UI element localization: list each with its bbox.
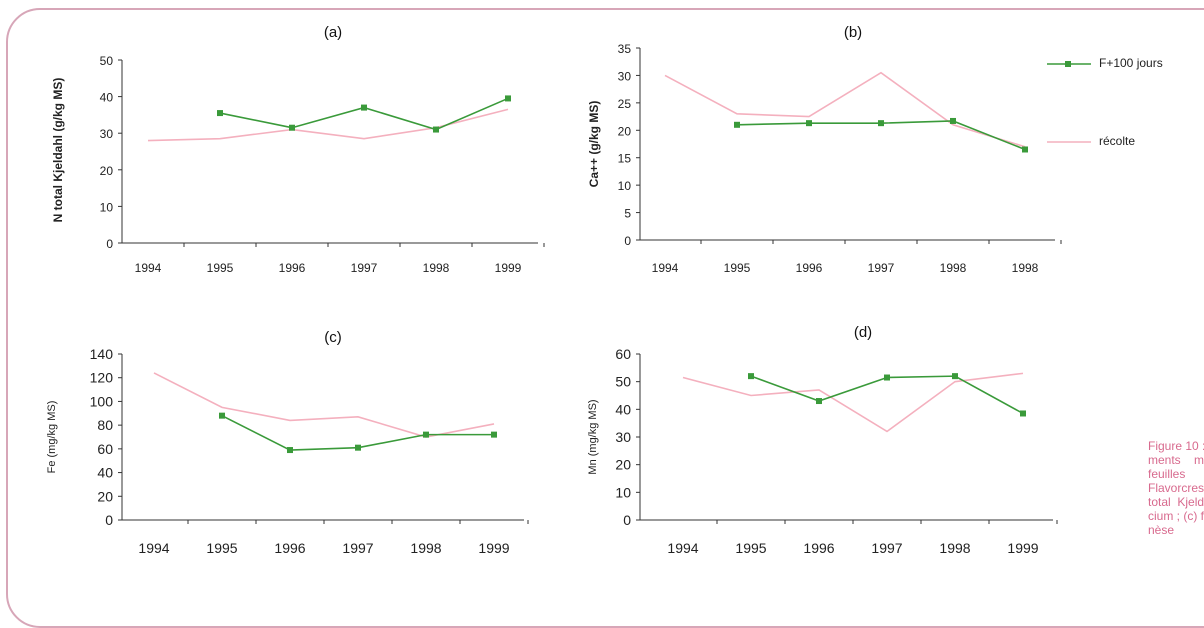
y-tick-label: 25	[618, 97, 632, 111]
y-tick-label: 30	[618, 69, 632, 83]
series-line-f100	[219, 97, 509, 131]
y-tick-label: 60	[97, 441, 113, 457]
x-tick-label: 1995	[206, 540, 237, 556]
data-point-f100	[287, 447, 293, 454]
x-tick-label: 1998	[939, 540, 970, 556]
series-line-recolte	[147, 108, 509, 142]
x-tick-label: 1999	[495, 261, 522, 275]
y-tick-label: 80	[97, 417, 113, 433]
data-point-f100	[748, 373, 754, 380]
data-point-f100	[355, 444, 361, 451]
x-tick-label: 1999	[478, 540, 509, 556]
legend-line-green-icon	[1047, 61, 1091, 67]
x-tick-label: 1994	[667, 540, 698, 556]
panel-title: (d)	[854, 324, 872, 341]
y-axis-label: N total Kjeldahl (g/kg MS)	[51, 78, 65, 223]
x-tick-label: 1999	[1007, 540, 1038, 556]
x-tick-label: 1996	[279, 261, 306, 275]
panel-title: (c)	[324, 329, 342, 346]
data-point-f100	[950, 117, 956, 124]
y-tick-label: 20	[100, 164, 114, 178]
x-tick-label: 1996	[803, 540, 834, 556]
y-tick-label: 15	[618, 152, 632, 166]
x-tick-label: 1998	[410, 540, 441, 556]
data-point-f100	[1022, 146, 1028, 153]
x-tick-label: 1994	[138, 540, 169, 556]
x-tick-label: 1995	[735, 540, 766, 556]
x-tick-label: 1998	[940, 261, 967, 275]
x-tick-label: 1996	[274, 540, 305, 556]
data-point-f100	[423, 431, 429, 438]
y-tick-label: 20	[97, 488, 113, 504]
series-line-f100	[750, 375, 1024, 415]
x-tick-label: 1997	[342, 540, 373, 556]
y-tick-label: 40	[100, 91, 114, 105]
x-tick-label: 1998	[1012, 261, 1039, 275]
data-point-f100	[816, 398, 822, 405]
data-point-f100	[361, 104, 367, 111]
data-point-f100	[734, 121, 740, 128]
y-tick-label: 50	[615, 374, 631, 390]
y-tick-label: 0	[623, 512, 631, 528]
y-tick-label: 0	[106, 237, 113, 251]
y-tick-label: 60	[615, 346, 631, 362]
data-point-f100	[1020, 410, 1026, 417]
data-point-f100	[217, 110, 223, 117]
y-axis-label: Mn (mg/kg MS)	[587, 399, 599, 474]
charts-canvas: (a)N total Kjeldahl (g/kg MS)01020304050…	[46, 24, 1062, 556]
y-tick-label: 40	[97, 465, 113, 481]
y-tick-label: 100	[90, 393, 114, 409]
y-tick-label: 0	[105, 512, 113, 528]
x-tick-label: 1997	[868, 261, 895, 275]
y-tick-label: 35	[618, 42, 632, 56]
y-tick-label: 10	[618, 179, 632, 193]
x-tick-label: 1996	[796, 261, 823, 275]
y-tick-label: 20	[615, 457, 631, 473]
y-tick-label: 10	[100, 200, 114, 214]
y-tick-label: 30	[615, 429, 631, 445]
y-axis-label: Fe (mg/kg MS)	[46, 401, 58, 474]
panel-title: (b)	[844, 24, 862, 41]
x-tick-label: 1994	[652, 261, 679, 275]
y-tick-label: 30	[100, 127, 114, 141]
y-tick-label: 40	[615, 401, 631, 417]
chart-panel-3: (d) Mn (mg/kg MS) 0 10 20 30 40 50 60 1994 1995 199…	[587, 324, 1058, 556]
series-line-recolte	[664, 71, 1026, 148]
y-tick-label: 10	[615, 484, 631, 500]
x-tick-label: 1998	[423, 261, 450, 275]
chart-panel-0: (a) N total Kjeldahl (g/kg MS) 0 10 20 30 40 50…	[51, 24, 545, 275]
data-point-f100	[952, 373, 958, 380]
y-tick-label: 0	[624, 234, 631, 248]
legend-label-recolte: récolte	[1099, 134, 1136, 148]
x-tick-label: 1994	[135, 261, 162, 275]
data-point-f100	[878, 120, 884, 127]
data-point-f100	[806, 120, 812, 127]
legend: F+100 jours récolte	[1045, 56, 1204, 156]
chart-panel-2: (c) Fe (mg/kg MS) 0 20 40 60 80 100 120 140 1994 19…	[46, 329, 529, 556]
series-line-recolte	[153, 372, 495, 438]
data-point-f100	[491, 431, 497, 438]
data-point-f100	[505, 95, 511, 102]
y-tick-label: 5	[624, 207, 631, 221]
series-line-recolte	[682, 372, 1024, 433]
chart-panel-1: (b) Ca++ (g/kg MS) 0 5 10 15 20 25 30 35 1994 1995 1…	[587, 24, 1062, 275]
figure-caption: Figure 10 : ter ments miné feuilles de F…	[1148, 439, 1204, 537]
panel-title: (a)	[324, 24, 342, 41]
y-axis-label: Ca++ (g/kg MS)	[587, 101, 601, 188]
y-tick-label: 120	[90, 370, 114, 386]
x-tick-label: 1997	[351, 261, 378, 275]
y-tick-label: 140	[90, 346, 114, 362]
data-point-f100	[884, 374, 890, 381]
y-tick-label: 20	[618, 124, 632, 138]
legend-label-f100: F+100 jours	[1099, 56, 1163, 70]
x-tick-label: 1995	[207, 261, 234, 275]
y-tick-label: 50	[100, 54, 114, 68]
x-tick-label: 1995	[724, 261, 751, 275]
data-point-f100	[433, 126, 439, 133]
data-point-f100	[289, 124, 295, 131]
x-tick-label: 1997	[871, 540, 902, 556]
legend-line-pink-icon	[1047, 141, 1091, 143]
data-point-f100	[219, 412, 225, 419]
